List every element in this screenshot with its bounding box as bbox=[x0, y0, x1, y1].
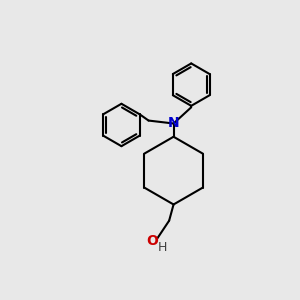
Text: H: H bbox=[158, 241, 167, 254]
Text: O: O bbox=[146, 234, 158, 248]
Text: N: N bbox=[168, 116, 179, 130]
